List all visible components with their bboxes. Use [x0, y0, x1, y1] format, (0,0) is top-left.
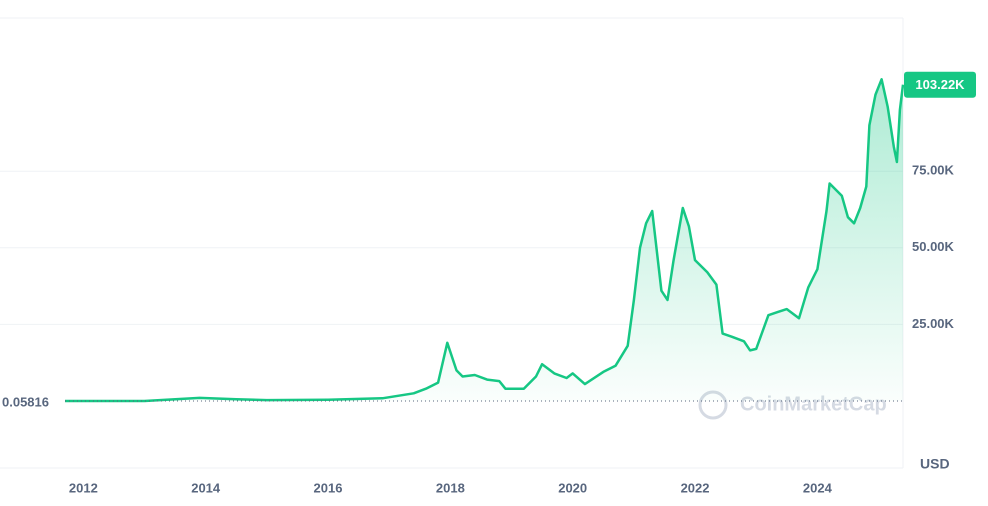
x-tick-label: 2020: [558, 480, 587, 495]
x-tick-label: 2018: [436, 480, 465, 495]
currency-label: USD: [920, 456, 950, 472]
current-price-label: 103.22K: [915, 77, 965, 92]
y-tick-label: 75.00K: [912, 163, 955, 178]
x-tick-label: 2016: [314, 480, 343, 495]
x-tick-label: 2012: [69, 480, 98, 495]
y-tick-label: 50.00K: [912, 239, 955, 254]
start-price-label: 0.05816: [2, 394, 49, 409]
price-line: [65, 78, 905, 403]
area-fill: [65, 79, 903, 402]
x-tick-label: 2014: [191, 480, 221, 495]
current-price-badge: [904, 71, 976, 98]
x-tick-label: 2024: [803, 480, 833, 495]
x-tick-label: 2022: [681, 480, 710, 495]
y-tick-label: 25.00K: [912, 316, 955, 331]
